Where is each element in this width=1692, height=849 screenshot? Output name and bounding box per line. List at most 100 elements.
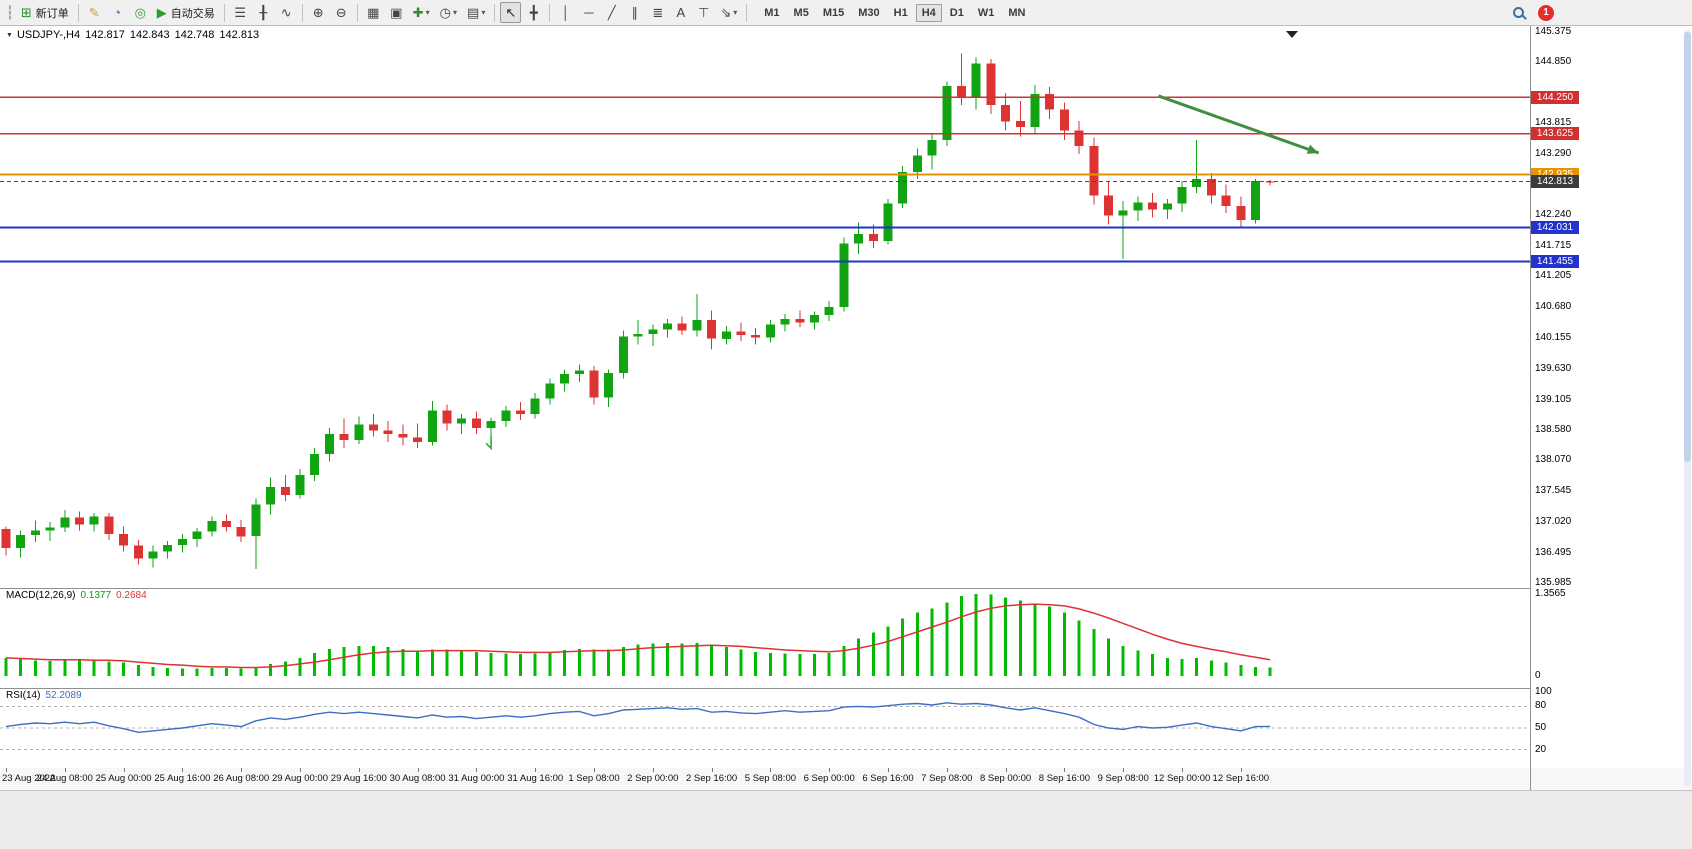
price-axis[interactable]: 145.375 144.850 143.815 143.290 142.240 141.7… [1530,26,1692,768]
macd-bar [548,651,552,676]
macd-chart[interactable] [0,588,1530,688]
candle-body [560,374,570,384]
horizontal-line-button[interactable]: ─ [578,2,599,23]
timeframe-d1[interactable]: D1 [949,6,964,19]
chart-shift-marker[interactable] [1286,31,1298,38]
new-chart-button[interactable]: ✚ ▾ [409,2,434,23]
candle-body [898,171,908,204]
candle-body [1045,94,1055,110]
macd-bar [1254,666,1257,676]
trend-arrow[interactable] [1157,94,1320,155]
candlestick-chart-button[interactable]: ╂ [253,2,274,23]
crosshair-button[interactable]: ╋ [523,2,544,23]
time-tick [476,768,478,772]
tile-windows-icon: ▦ [367,5,380,20]
timeframe-h4[interactable]: H4 [915,3,942,22]
macd-bar [813,654,816,676]
profile-icon: ◔ [113,5,122,20]
page-scrollbar-thumb[interactable] [1684,32,1691,462]
time-tick [64,768,66,772]
timeframe-mn[interactable]: MN [1008,6,1026,19]
price-axis-label: 141.205 [1535,270,1572,282]
time-axis-label: 29 Aug 16:00 [330,773,387,784]
timeframe-m30[interactable]: M30 [858,6,880,19]
time-axis-label: 6 Sep 16:00 [862,773,914,784]
candle-body [222,521,231,527]
new-order-button[interactable]: ⊞ 新订单 [17,2,73,23]
time-tick [123,768,125,772]
channel-icon: ∥ [631,5,639,20]
profile-button[interactable]: ◔ [107,2,128,23]
price-chart[interactable] [0,26,1530,588]
buy-marker[interactable] [485,436,492,451]
autotrading-button[interactable]: ▶ 自动交易 [153,2,219,23]
new-order-icon: ⊞ [20,5,32,20]
rsi-chart[interactable] [0,688,1530,768]
time-tick [1123,768,1125,772]
price-level-tag: 143.625 [1531,127,1579,141]
zoom-out-button[interactable]: ⊖ [331,2,352,23]
macd-bar [1195,657,1199,676]
time-axis-label: 23 Aug 2022 [2,773,56,784]
templates-button[interactable]: ▤ ▾ [463,2,489,23]
cascade-windows-button[interactable]: ▣ [386,2,407,23]
time-tick [594,768,595,772]
price-axis-label: 140.155 [1535,331,1572,343]
shapes-button[interactable]: ⇘ ▾ [716,2,741,23]
macd-bar [1209,660,1213,676]
candle-body [854,234,864,244]
toolbar-grip[interactable]: ┇ [6,4,14,20]
timeframe-m1[interactable]: M1 [764,6,780,19]
candle-body [648,329,658,334]
one-click-trading-arrow-icon[interactable]: ▼ [6,32,13,39]
candle-body [104,516,114,534]
candle-body [1192,178,1202,187]
time-tick [888,768,889,772]
time-axis-label: 31 Aug 00:00 [448,773,505,784]
line-chart-button[interactable]: ∿ [276,2,297,23]
text-button[interactable]: A [670,2,691,23]
refresh-button[interactable]: ◎ [130,2,151,23]
label-button[interactable]: ⊤ [693,2,714,23]
vertical-line-button[interactable]: │ [555,2,576,23]
time-tick [1182,768,1183,772]
macd-axis-max-label: 1.3565 [1535,588,1566,599]
fibonacci-button[interactable]: ≣ [647,2,668,23]
tile-windows-button[interactable]: ▦ [363,2,384,23]
rsi-axis-label: 100 [1535,686,1552,697]
macd-bar [710,644,714,676]
panel-separator[interactable] [0,688,1692,689]
toolbar-separator [494,3,496,22]
macd-bar [945,602,949,676]
page-scrollbar[interactable] [1684,30,1691,786]
bar-chart-button[interactable]: ☰ [230,2,251,23]
panel-separator[interactable] [0,588,1692,589]
notification-badge[interactable]: 1 [1538,4,1554,21]
toolbar-separator [549,3,551,22]
candle-body [1118,210,1128,216]
macd-bar [974,593,978,676]
search-button[interactable] [1508,2,1529,23]
cursor-button[interactable]: ↖ [500,2,522,23]
macd-bar [460,650,464,676]
macd-bar [754,651,758,676]
timeframe-m15[interactable]: M15 [822,6,845,19]
macd-bar [151,666,155,676]
timeframe-m5[interactable]: M5 [793,6,809,19]
candle-body [868,234,878,242]
timeframe-w1[interactable]: W1 [977,6,995,19]
time-axis-label: 12 Sep 16:00 [1212,773,1270,784]
macd-signal-value: 0.2684 [116,590,147,601]
toolbar-separator [356,3,358,22]
time-axis[interactable]: 23 Aug 2022 24 Aug 08:00 25 Aug 00:00 25 Au… [0,768,1692,790]
candle-body [530,398,540,414]
zoom-in-button[interactable]: ⊕ [308,2,329,23]
timeframe-h1[interactable]: H1 [893,6,908,19]
time-axis-label: 5 Sep 08:00 [744,773,797,784]
time-tick [182,768,184,772]
candle-body [721,331,731,339]
trendline-button[interactable]: ╱ [601,2,622,23]
channel-button[interactable]: ∥ [624,2,645,23]
periods-button[interactable]: ◷ ▾ [436,2,461,23]
metaeditor-button[interactable]: ✎ [84,2,105,23]
